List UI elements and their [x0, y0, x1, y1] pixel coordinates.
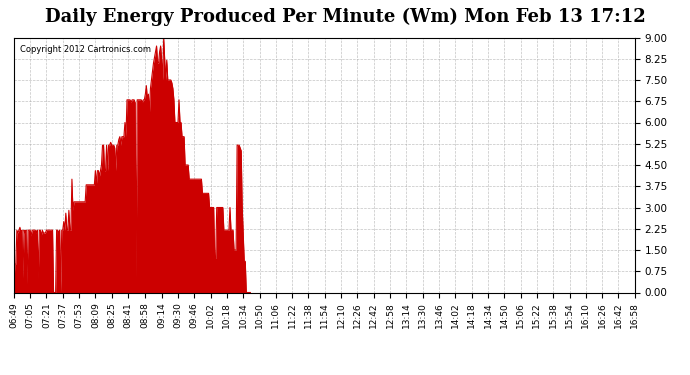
Text: Copyright 2012 Cartronics.com: Copyright 2012 Cartronics.com	[20, 45, 151, 54]
Text: Daily Energy Produced Per Minute (Wm) Mon Feb 13 17:12: Daily Energy Produced Per Minute (Wm) Mo…	[45, 8, 645, 26]
